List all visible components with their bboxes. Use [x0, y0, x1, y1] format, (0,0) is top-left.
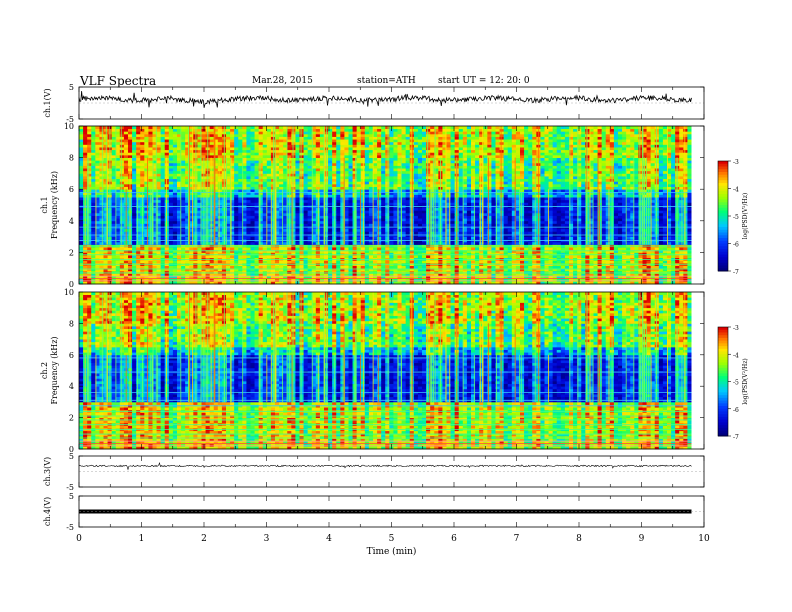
spectrogram-cells — [79, 292, 692, 450]
x-ticks — [78, 292, 705, 449]
x-axis: 0 1 2 3 4 5 6 7 8 9 10 Time (min) — [76, 534, 710, 557]
x-tick-label: 9 — [639, 534, 645, 544]
y-axis-label: ch.1(V) — [43, 88, 52, 117]
x-tick-label: 6 — [451, 534, 457, 544]
y-axis-label: ch.3(V) — [43, 457, 52, 486]
colorbar-tick-label: -4 — [733, 187, 739, 194]
x-tick-label: 1 — [139, 534, 145, 544]
x-tick-label: 3 — [264, 534, 270, 544]
panel-4: 5 -5 ch.3(V) — [43, 452, 705, 492]
waveform — [78, 91, 704, 108]
y-axis-label: ch.2 — [40, 362, 49, 379]
y-tick-label: -5 — [66, 483, 74, 492]
y-tick-label: 0 — [69, 280, 74, 289]
y-tick-label: 5 — [69, 492, 74, 501]
panel-1: 5 -5 ch.1(V) — [43, 83, 705, 124]
y-tick-label: 0 — [69, 445, 74, 454]
burst-streaks — [84, 126, 686, 245]
colorbar-tick-label: -4 — [733, 352, 739, 359]
y-tick-label: 6 — [69, 351, 74, 360]
panel-5: 5 -5 ch.4(V) — [43, 492, 705, 532]
x-ticks — [78, 456, 705, 487]
y-tick-label: 5 — [69, 83, 74, 92]
colorbar-label: log(PSD(V²/Hz) — [742, 358, 749, 405]
y-tick-label: 8 — [69, 154, 74, 163]
colorbar-tick-label: -7 — [733, 269, 739, 276]
waveform-trace — [78, 91, 692, 108]
colorbar: -3 -4 -5 -6 -7 log(PSD(V²/Hz) — [717, 159, 749, 276]
colorbar-tick-label: -5 — [733, 214, 739, 221]
y-tick-label: 2 — [69, 248, 74, 257]
colorbar-tick-label: -6 — [733, 407, 739, 414]
panel-3: -3 -4 -5 -6 -7 log(PSD(V²/Hz) 0 2 4 6 8 10 ch.2 Frequ… — [40, 288, 749, 454]
y-axis-label: ch.4(V) — [43, 497, 52, 526]
colorbar-tick-label: -3 — [733, 325, 739, 332]
x-tick-label: 4 — [326, 534, 332, 544]
y-axis-label: Frequency (kHz) — [50, 336, 59, 404]
x-tick-label: 10 — [698, 534, 710, 544]
chart-title: VLF Spectra — [80, 74, 157, 88]
y-tick-label: 4 — [69, 217, 74, 226]
x-ticks — [78, 496, 705, 527]
y-tick-label: -5 — [66, 523, 74, 532]
x-axis-label: Time (min) — [367, 546, 417, 557]
x-tick-label: 0 — [76, 534, 82, 544]
colorbar-tick-label: -3 — [733, 159, 739, 166]
y-tick-label: 10 — [64, 288, 74, 297]
burst-streaks — [84, 292, 686, 402]
y-tick-label: 6 — [69, 185, 74, 194]
colorbar-label: log(PSD(V²/Hz) — [742, 193, 749, 240]
y-tick-label: 8 — [69, 319, 74, 328]
spectrogram-cells — [79, 126, 692, 285]
y-tick-label: 5 — [69, 452, 74, 461]
y-tick-label: 10 — [64, 122, 74, 131]
waveform — [78, 462, 704, 472]
colorbar-tick-label: -6 — [733, 242, 739, 249]
y-tick-label: 4 — [69, 382, 74, 391]
y-tick-label: 2 — [69, 414, 74, 423]
colorbar-tick-label: -5 — [733, 380, 739, 387]
x-tick-label: 8 — [576, 534, 582, 544]
x-tick-label: 2 — [201, 534, 207, 544]
x-ticks — [78, 87, 705, 119]
x-tick-label: 5 — [389, 534, 395, 544]
y-tick-label: -5 — [66, 115, 74, 124]
panel-2: -3 -4 -5 -6 -7 log(PSD(V²/Hz) 0 2 4 6 8 10 ch.1 Frequ… — [40, 122, 749, 289]
station-label: station=ATH — [357, 76, 416, 86]
start-time-label: start UT = 12: 20: 0 — [438, 76, 530, 86]
waveform-trace — [78, 462, 692, 471]
colorbar-tick-label: -7 — [733, 434, 739, 441]
y-axis-label: ch.1 — [40, 196, 49, 213]
recording-date: Mar.28, 2015 — [252, 76, 313, 86]
y-axis-label: Frequency (kHz) — [50, 171, 59, 239]
x-tick-label: 7 — [514, 534, 520, 544]
colorbar: -3 -4 -5 -6 -7 log(PSD(V²/Hz) — [717, 325, 749, 441]
x-ticks — [78, 126, 705, 284]
